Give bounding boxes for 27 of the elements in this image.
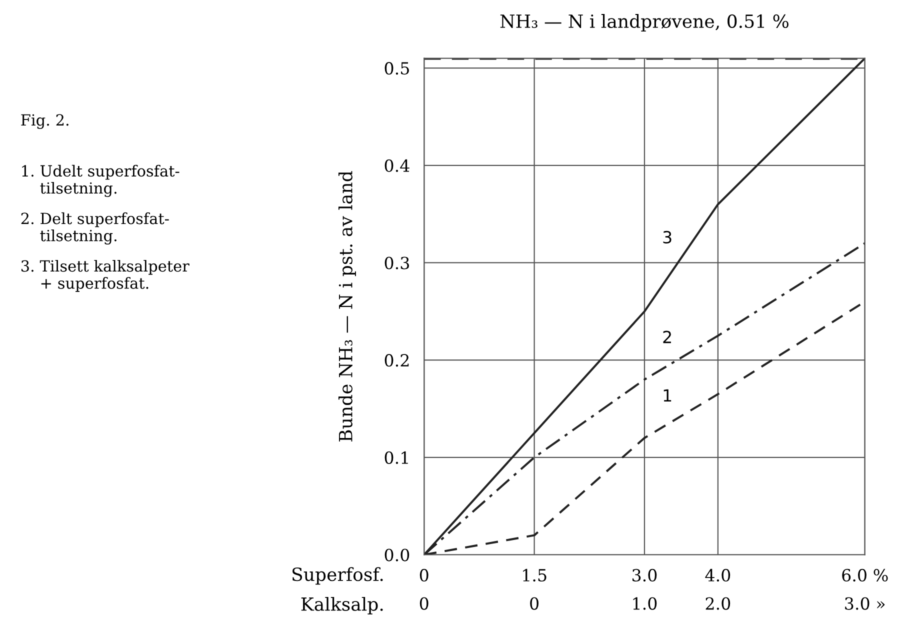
text: 0 <box>530 597 538 610</box>
text: 3. Tilsett kalksalpeter + superfosfat. <box>21 260 190 292</box>
x-tick-label: 0 <box>420 568 428 582</box>
y-tick-label: 0.3 <box>384 256 409 270</box>
text: Kalksalp. <box>301 596 383 614</box>
x-tick-label: 4.0 <box>705 568 730 582</box>
chart-title: NH₃ — N i landprøvene, 0.51 % <box>500 14 788 32</box>
x-axis-title: Superfosf. <box>292 567 383 585</box>
y-tick-label: 0.4 <box>384 159 410 172</box>
series-label: 3 <box>663 230 672 244</box>
caption: Fig. 2. <box>21 114 68 129</box>
y-tick-label: 0.2 <box>384 354 409 367</box>
text: 3.0 » <box>845 597 885 610</box>
text: 1. Udelt superfosfat- tilsetning. <box>22 164 180 197</box>
text: 2.0 <box>706 597 730 610</box>
series-label: 2 <box>663 330 671 344</box>
text: 2. Delt superfosfat- tilsetning. <box>21 212 169 244</box>
x-tick-label: 6.0 % <box>842 568 888 582</box>
y-tick-label: 0.0 <box>384 548 410 562</box>
x-tick-label: 1.5 <box>523 568 546 582</box>
y-tick-label: 0.5 <box>384 62 409 75</box>
y-tick-label: 0.1 <box>384 451 408 464</box>
x-tick-label: 3.0 <box>632 568 657 582</box>
y-axis-title: Bunde NH₃ — N i pst. av land <box>338 171 356 442</box>
text: 0 <box>420 597 428 610</box>
series-label: 1 <box>664 389 672 402</box>
text: 1.0 <box>633 597 657 610</box>
